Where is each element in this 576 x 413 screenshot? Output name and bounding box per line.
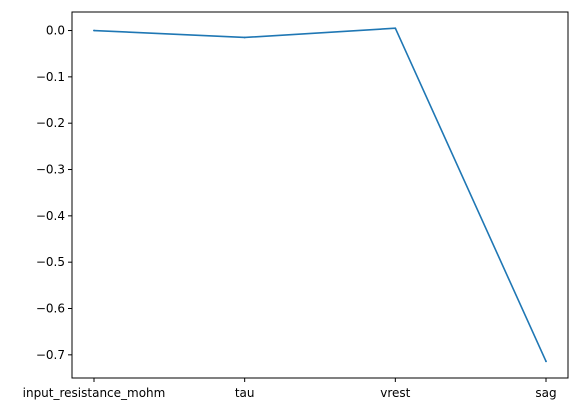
x-axis-ticks: input_resistance_mohm tau vrest sag xyxy=(23,378,557,400)
series-layer xyxy=(93,27,547,363)
y-tick-label: −0.6 xyxy=(36,302,65,316)
x-tick-label: tau xyxy=(235,386,255,400)
y-tick-label: −0.5 xyxy=(36,255,65,269)
series-line xyxy=(93,27,547,363)
data-point xyxy=(93,29,95,32)
y-tick-label: −0.1 xyxy=(36,70,65,84)
x-tick-label: sag xyxy=(535,386,556,400)
y-tick-label: −0.4 xyxy=(36,209,65,223)
data-point xyxy=(243,36,246,39)
y-tick-label: 0.0 xyxy=(46,24,65,38)
y-tick-label: −0.2 xyxy=(36,116,65,130)
plot-frame xyxy=(71,11,569,379)
x-tick-label: vrest xyxy=(380,386,410,400)
x-tick-label: input_resistance_mohm xyxy=(23,386,166,400)
data-point xyxy=(545,360,547,363)
y-axis-ticks: 0.0 −0.1 −0.2 −0.3 −0.4 −0.5 −0.6 −0.7 xyxy=(36,24,72,362)
y-tick-label: −0.7 xyxy=(36,348,65,362)
data-point xyxy=(394,27,397,30)
y-tick-label: −0.3 xyxy=(36,163,65,177)
